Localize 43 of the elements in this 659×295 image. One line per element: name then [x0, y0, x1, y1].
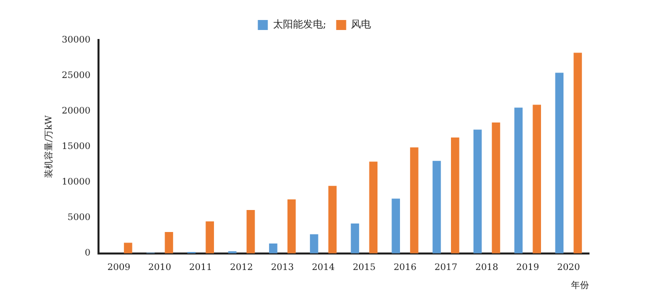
bar [287, 199, 296, 254]
bar [269, 243, 278, 254]
bar [450, 137, 460, 254]
x-tick-label: 2011 [189, 263, 212, 274]
bar [473, 130, 482, 254]
x-axis-title: 年份 [571, 280, 589, 291]
y-tick-label: 15000 [62, 142, 91, 152]
legend-label: 风电 [351, 18, 372, 31]
bar [532, 104, 542, 254]
y-tick-label: 0 [84, 248, 91, 259]
bar [164, 232, 174, 254]
bar [514, 108, 523, 254]
bar [432, 160, 441, 254]
x-tick-label: 2020 [557, 263, 580, 274]
bar [206, 221, 214, 254]
bar [246, 210, 255, 254]
y-axis-title: 装机容量/万kW [44, 114, 55, 178]
bar [410, 147, 418, 254]
x-tick-label: 2017 [434, 263, 458, 274]
x-tick-label: 2012 [230, 263, 253, 274]
bar [555, 72, 564, 254]
x-tick-label: 2019 [516, 263, 540, 274]
bar [574, 52, 582, 254]
bar [124, 242, 132, 254]
bar [328, 186, 337, 254]
y-tick-label: 25000 [62, 70, 91, 81]
bar [492, 122, 500, 254]
y-tick-label: 30000 [62, 35, 91, 46]
y-tick-label: 5000 [68, 213, 91, 224]
x-tick-label: 2014 [312, 263, 335, 274]
bar [350, 224, 360, 254]
x-tick-label: 2016 [394, 263, 417, 274]
x-tick-label: 2018 [475, 263, 499, 274]
legend-label: 太阳能发电; [272, 18, 326, 31]
x-tick-label: 2009 [107, 263, 131, 274]
y-tick-label: 10000 [62, 178, 91, 188]
x-tick-label: 2015 [352, 263, 376, 274]
x-tick-label: 2013 [270, 263, 294, 274]
bar [369, 162, 378, 254]
bar [392, 198, 400, 254]
bar [310, 234, 318, 254]
x-tick-label: 2010 [148, 263, 172, 274]
y-tick-label: 20000 [62, 106, 91, 116]
